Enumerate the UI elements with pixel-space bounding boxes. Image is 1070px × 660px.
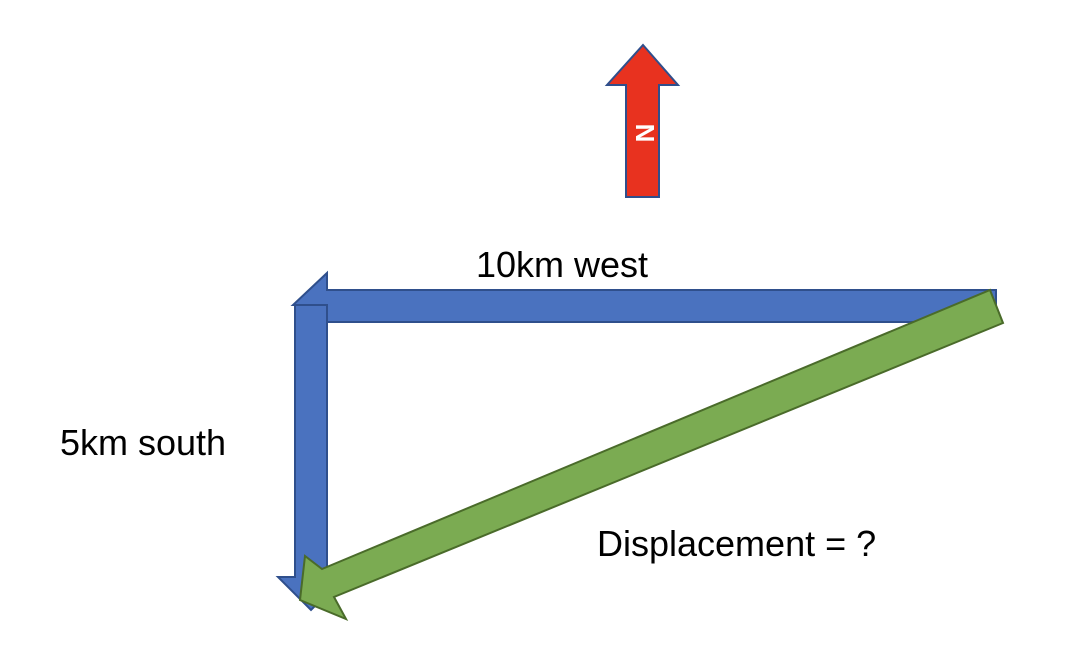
west-label: 10km west (476, 244, 648, 285)
north-label: N (630, 124, 660, 143)
displacement-label: Displacement = ? (597, 523, 876, 564)
north-arrow-icon: N (604, 43, 681, 198)
north-arrow-shape (604, 43, 681, 198)
displacement-vector-arrow (298, 288, 1005, 622)
south-label: 5km south (60, 422, 226, 463)
